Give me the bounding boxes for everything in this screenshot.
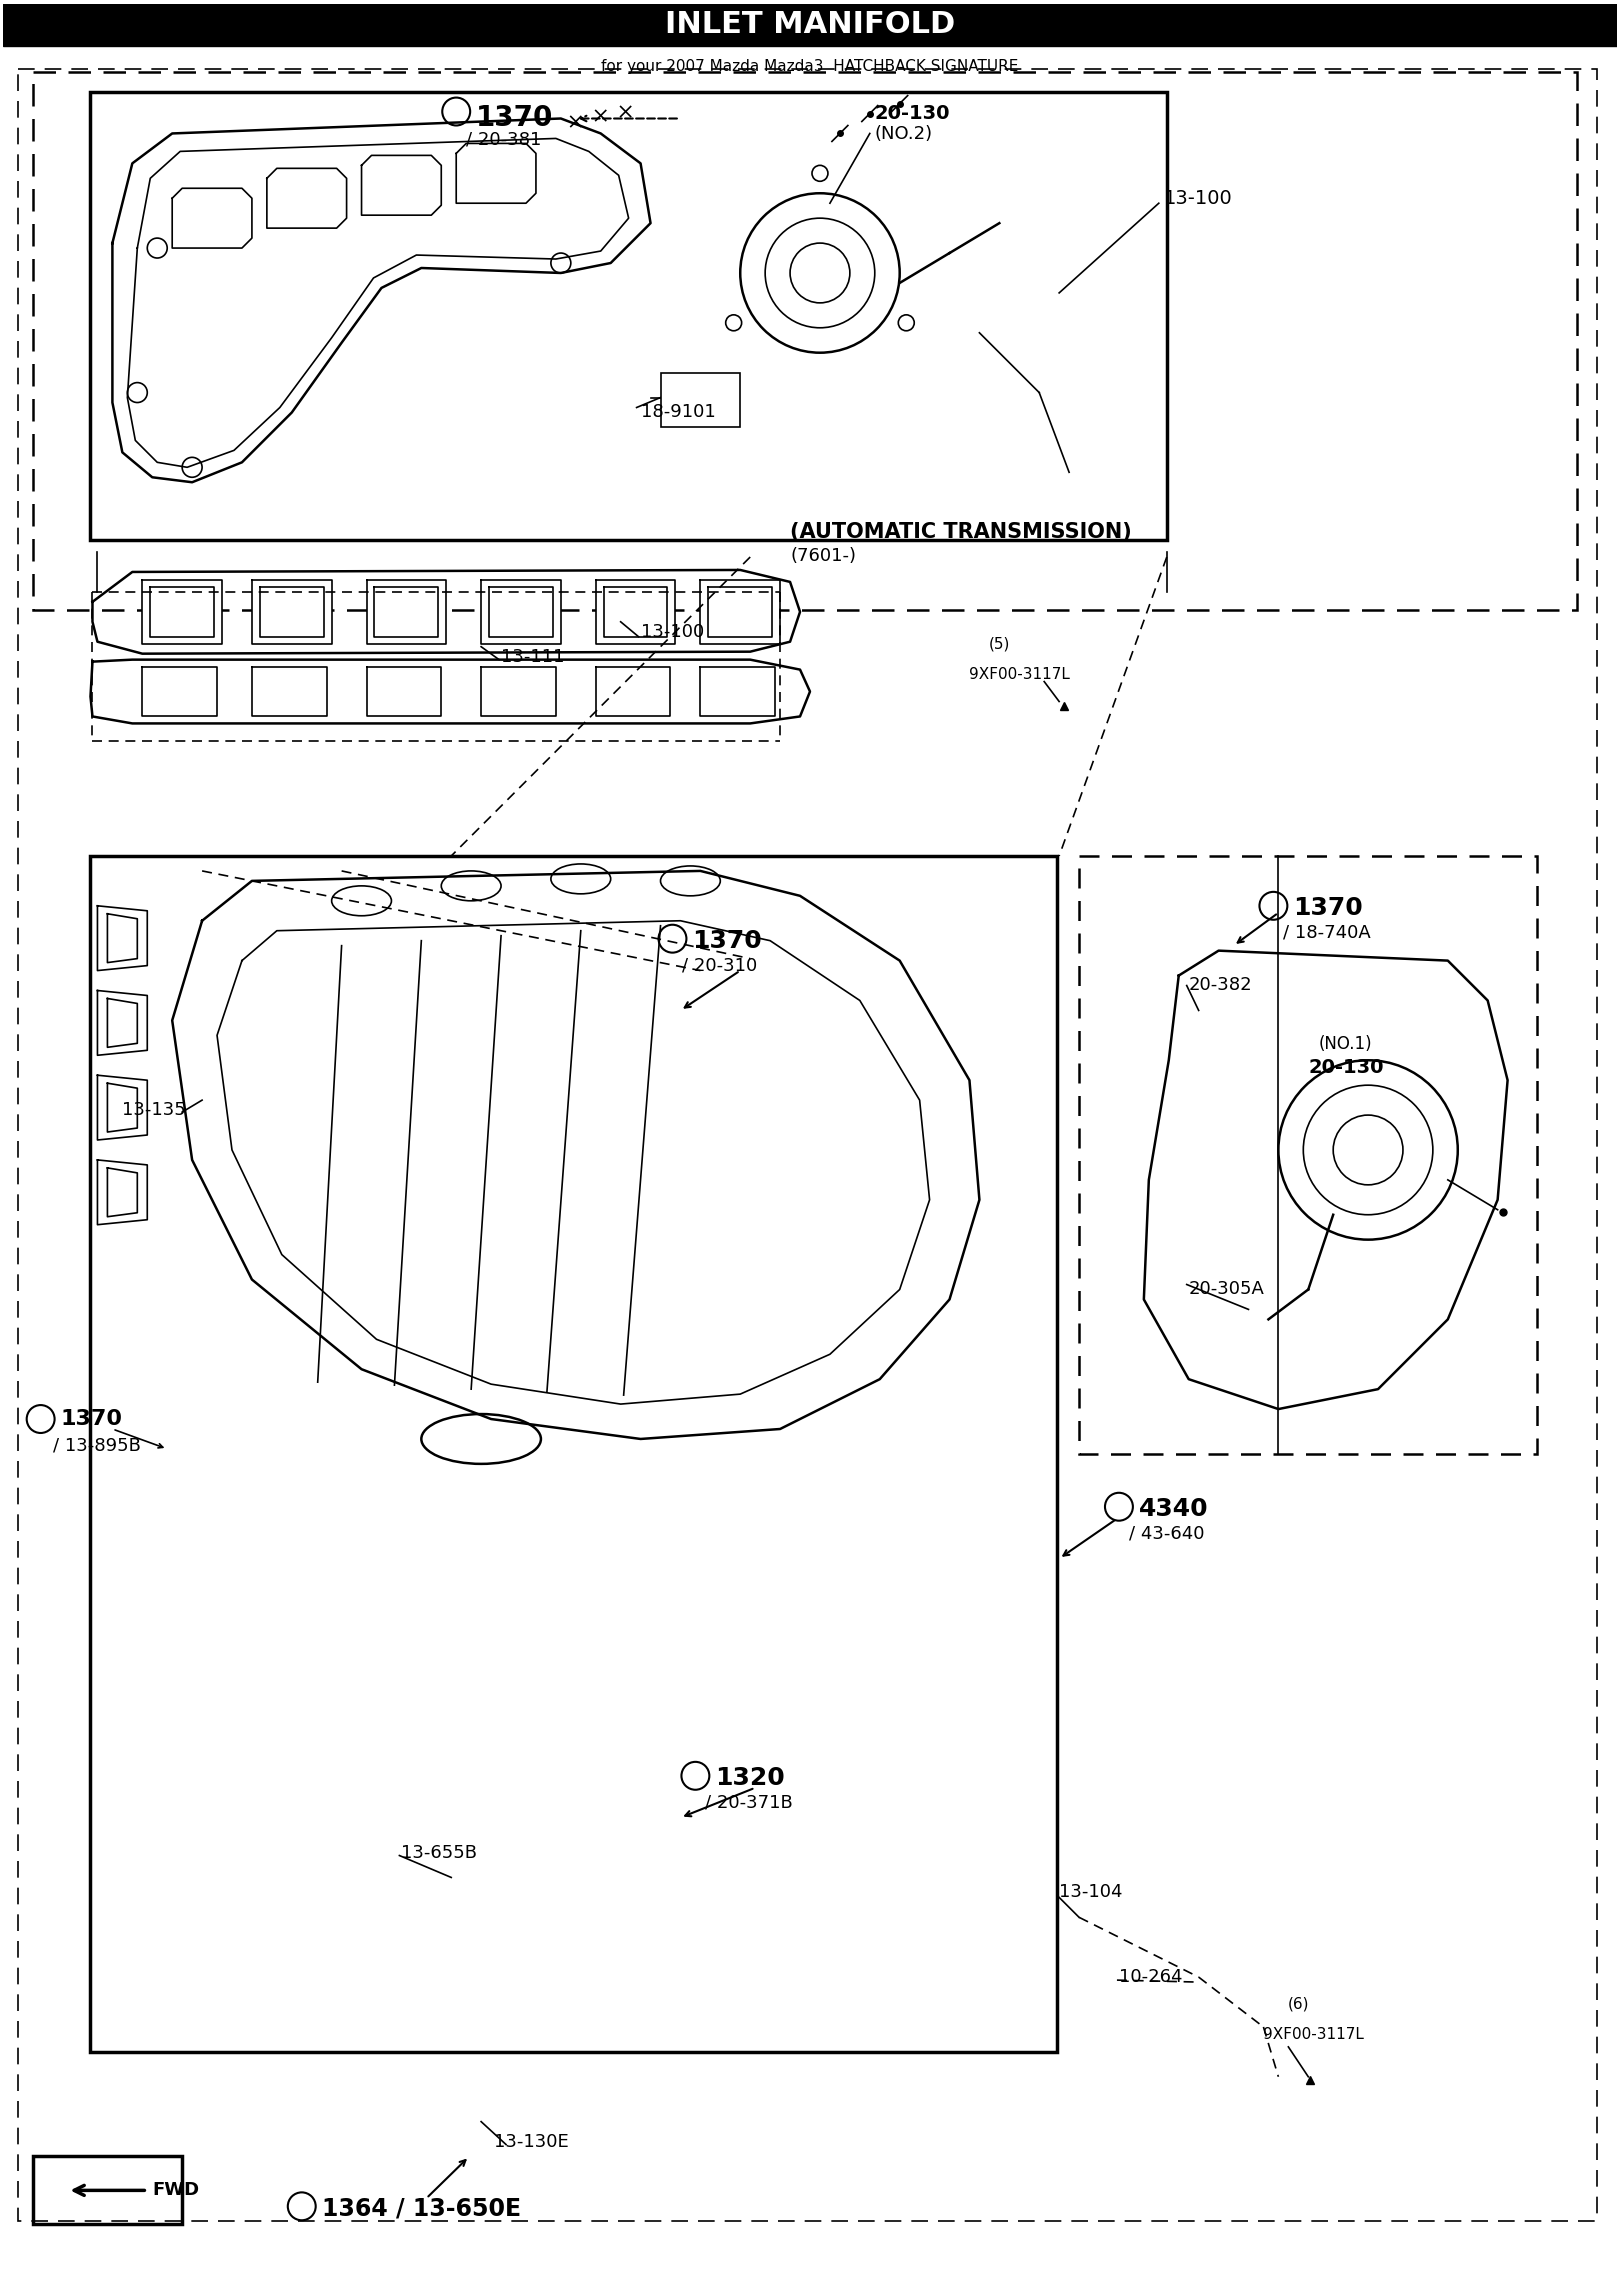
Polygon shape <box>481 580 561 644</box>
Text: / 18-740A: / 18-740A <box>1283 924 1371 942</box>
Text: 13-100: 13-100 <box>1163 189 1233 207</box>
Text: 1370: 1370 <box>1293 897 1362 920</box>
Text: 20-382: 20-382 <box>1189 976 1252 995</box>
Text: (NO.1): (NO.1) <box>1319 1036 1372 1054</box>
Text: 4340: 4340 <box>1139 1498 1209 1520</box>
Text: for your 2007 Mazda Mazda3  HATCHBACK SIGNATURE: for your 2007 Mazda Mazda3 HATCHBACK SIG… <box>601 59 1019 73</box>
Polygon shape <box>481 667 556 717</box>
Bar <box>1079 856 1537 1454</box>
Polygon shape <box>97 1074 147 1140</box>
Polygon shape <box>700 667 774 717</box>
Text: (5): (5) <box>988 637 1009 651</box>
Polygon shape <box>596 580 676 644</box>
Text: 1370: 1370 <box>692 929 761 954</box>
Text: 1370: 1370 <box>60 1409 123 1429</box>
Bar <box>91 91 1166 539</box>
Polygon shape <box>253 667 327 717</box>
Text: / 20-310: / 20-310 <box>682 956 758 974</box>
Text: (AUTOMATIC TRANSMISSION): (AUTOMATIC TRANSMISSION) <box>791 521 1132 542</box>
Text: / 20-381: / 20-381 <box>467 130 541 148</box>
Text: 20-130: 20-130 <box>1309 1058 1383 1077</box>
Polygon shape <box>700 580 781 644</box>
Polygon shape <box>253 580 332 644</box>
Bar <box>32 2155 181 2224</box>
Text: 13-111: 13-111 <box>501 649 564 665</box>
Text: / 20-371B: / 20-371B <box>705 1793 794 1812</box>
Text: 13-104: 13-104 <box>1059 1885 1123 1900</box>
Text: 13-100: 13-100 <box>640 624 703 642</box>
Polygon shape <box>97 1161 147 1224</box>
Polygon shape <box>361 155 441 216</box>
Polygon shape <box>596 667 671 717</box>
Text: (7601-): (7601-) <box>791 546 855 564</box>
Text: 1370: 1370 <box>476 105 554 132</box>
Text: / 43-640: / 43-640 <box>1129 1525 1204 1543</box>
Polygon shape <box>143 580 222 644</box>
Text: (6): (6) <box>1288 1996 1309 2012</box>
Text: (NO.2): (NO.2) <box>875 125 933 143</box>
Polygon shape <box>366 667 441 717</box>
Text: 13-130E: 13-130E <box>494 2133 569 2151</box>
Polygon shape <box>97 990 147 1056</box>
Polygon shape <box>172 189 253 248</box>
Text: 10-264: 10-264 <box>1119 1969 1183 1987</box>
Bar <box>91 856 1058 2053</box>
Text: 20-130: 20-130 <box>875 105 951 123</box>
Text: 9XF00-3117L: 9XF00-3117L <box>969 667 1071 681</box>
Text: FWD: FWD <box>152 2180 199 2199</box>
Text: 13-655B: 13-655B <box>402 1844 478 1862</box>
Polygon shape <box>267 168 347 228</box>
Text: / 13-895B: / 13-895B <box>52 1436 141 1454</box>
Text: 20-305A: 20-305A <box>1189 1279 1265 1297</box>
Polygon shape <box>143 667 217 717</box>
Bar <box>3 5 1617 46</box>
Bar <box>661 373 740 428</box>
Text: 9XF00-3117L: 9XF00-3117L <box>1264 2028 1364 2042</box>
Text: 1320: 1320 <box>716 1766 786 1789</box>
Text: 13-135: 13-135 <box>123 1102 186 1120</box>
Polygon shape <box>97 906 147 970</box>
Text: 18-9101: 18-9101 <box>640 403 716 421</box>
Text: 1364 / 13-650E: 1364 / 13-650E <box>322 2196 520 2221</box>
Text: INLET MANIFOLD: INLET MANIFOLD <box>664 11 956 39</box>
Polygon shape <box>457 143 536 203</box>
Bar <box>32 71 1578 610</box>
Polygon shape <box>366 580 446 644</box>
